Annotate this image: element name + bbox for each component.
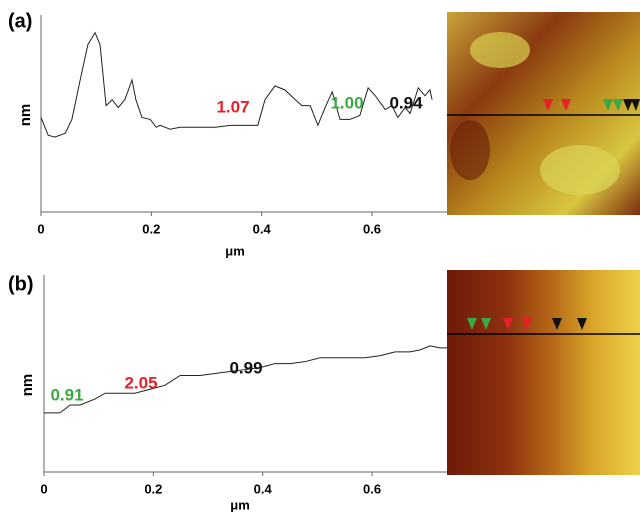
- x-tick-label: 0.6: [363, 221, 381, 236]
- x-tick-label: 0.6: [363, 481, 381, 496]
- panel-label: (a): [8, 10, 32, 32]
- step-height-label: 0.99: [229, 358, 262, 377]
- x-tick-label: 0.2: [144, 481, 162, 496]
- profile-line: [40, 31, 433, 138]
- x-tick-label: 0: [37, 221, 44, 236]
- y-axis-label: nm: [17, 104, 34, 127]
- step-height-label: 0.91: [50, 385, 83, 404]
- step-height-label: 2.05: [124, 373, 157, 392]
- x-tick-label: 0.2: [142, 221, 160, 236]
- x-tick-label: 0.4: [254, 481, 273, 496]
- x-axis-label: μm: [225, 243, 245, 258]
- x-tick-label: 0.4: [253, 221, 272, 236]
- x-tick-label: 0: [40, 481, 47, 496]
- profile-line: [44, 345, 447, 414]
- step-height-label: 0.94: [389, 93, 423, 112]
- afm-image-b: [447, 270, 640, 475]
- step-height-label: 1.07: [216, 97, 249, 116]
- y-axis-label: nm: [19, 374, 36, 397]
- x-axis-label: μm: [230, 497, 250, 512]
- panel-label: (b): [8, 273, 34, 295]
- step-height-label: 1.00: [330, 93, 363, 112]
- afm-image-a: [447, 12, 640, 215]
